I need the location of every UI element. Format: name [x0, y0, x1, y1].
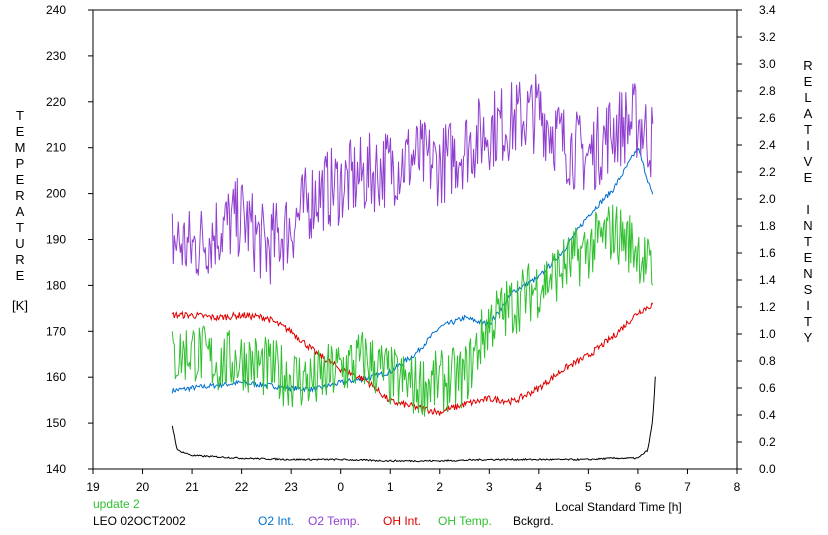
series-line-oh-int: [171, 302, 654, 416]
series-line-bckgrd: [171, 376, 656, 463]
y-right-label-letter: E: [804, 250, 813, 265]
x-tick-label: 5: [585, 480, 592, 494]
y-right-label-letter: E: [804, 170, 813, 185]
y-right-tick-label: 2.0: [759, 192, 776, 206]
y-left-label-letter: R: [15, 188, 24, 203]
y-right-label-letter: Y: [804, 330, 813, 345]
y-right-tick-label: 3.2: [759, 30, 776, 44]
y-left-label-letter: E: [16, 172, 25, 187]
y-left-tick-label: 150: [46, 416, 66, 430]
legend-entry: Bckgrd.: [513, 514, 554, 528]
y-left-tick-label: 210: [46, 141, 66, 155]
y-left-tick-label: 230: [46, 49, 66, 63]
series-lines: [171, 74, 656, 463]
y-left-tick-label: 240: [46, 3, 66, 17]
x-tick-label: 21: [185, 480, 199, 494]
y-right-tick-label: 2.8: [759, 84, 776, 98]
y-right-tick-label: 3.0: [759, 57, 776, 71]
y-right-label-letter: E: [804, 74, 813, 89]
x-tick-label: 8: [734, 480, 741, 494]
y-left-label-letter: E: [16, 268, 25, 283]
y-left-label-letter: A: [16, 204, 25, 219]
x-tick-label: 6: [635, 480, 642, 494]
station-note: LEO 02OCT2002: [93, 514, 186, 528]
y-right-tick-label: 2.6: [759, 111, 776, 125]
y-left-label-letter: T: [16, 220, 24, 235]
legend-entry: O2 Temp.: [308, 514, 360, 528]
y-right-tick-label: 1.0: [759, 327, 776, 341]
y-right-label-letter: I: [806, 298, 810, 313]
x-tick-label: 4: [536, 480, 543, 494]
y-right-label-letter: V: [804, 154, 813, 169]
y-right-label-letter: I: [806, 202, 810, 217]
plot-frame: [92, 9, 738, 470]
y-right-label-letter: R: [803, 58, 812, 73]
y-right-tick-label: 1.8: [759, 219, 776, 233]
y-right-label-letter: S: [804, 282, 813, 297]
y-right-tick-label: 1.2: [759, 300, 776, 314]
legend-entry: O2 Int.: [258, 514, 294, 528]
x-tick-label: 2: [436, 480, 443, 494]
y-right-tick-label: 3.4: [759, 3, 776, 17]
legend-entry: OH Int.: [383, 514, 421, 528]
x-tick-label: 7: [684, 480, 691, 494]
y-right-tick-label: 1.6: [759, 246, 776, 260]
y-left-label-letter: R: [15, 252, 24, 267]
y-right-tick-label: 0.4: [759, 408, 776, 422]
x-tick-label: 3: [486, 480, 493, 494]
y-left-tick-label: 190: [46, 233, 66, 247]
y-left-label-letter: M: [15, 140, 26, 155]
series-line-oh-temp: [171, 204, 654, 417]
y-left-tick-label: 180: [46, 278, 66, 292]
y-right-label-letter: T: [804, 314, 812, 329]
y-left-tick-label: 220: [46, 95, 66, 109]
series-line-o2-int: [171, 146, 654, 394]
y-right-tick-label: 0.0: [759, 462, 776, 476]
y-left-tick-label: 170: [46, 324, 66, 338]
x-tick-label: 23: [284, 480, 298, 494]
y-right-tick-label: 0.8: [759, 354, 776, 368]
y-right-label-letter: T: [804, 234, 812, 249]
y-left-label-letter: T: [16, 108, 24, 123]
y-right-label-letter: N: [803, 218, 812, 233]
update-note: update 2: [93, 497, 140, 511]
y-right-label-letter: L: [804, 90, 811, 105]
x-tick-label: 20: [136, 480, 150, 494]
x-tick-label: 19: [86, 480, 100, 494]
y-left-tick-label: 160: [46, 370, 66, 384]
y-left-tick-label: 140: [46, 462, 66, 476]
y-right-label-letter: N: [803, 266, 812, 281]
legend: O2 Int. O2 Temp. OH Int. OH Temp. Bckgrd.: [258, 514, 554, 528]
y-right-label-letter: A: [804, 106, 813, 121]
y-left-label-letter: P: [16, 156, 25, 171]
y-right-tick-label: 0.6: [759, 381, 776, 395]
series-line-o2-temp: [171, 74, 654, 285]
x-axis-label: Local Standard Time [h]: [555, 500, 682, 514]
y-left-label-letter: U: [15, 236, 24, 251]
y-right-tick-label: 1.4: [759, 273, 776, 287]
legend-entry: OH Temp.: [438, 514, 492, 528]
y-left-unit: [K]: [12, 298, 28, 313]
y-right-tick-label: 0.2: [759, 435, 776, 449]
y-right-tick-label: 2.2: [759, 165, 776, 179]
y-right-label-letter: T: [804, 122, 812, 137]
y-left-tick-label: 200: [46, 187, 66, 201]
x-tick-label: 0: [337, 480, 344, 494]
y-left-label-letter: E: [16, 124, 25, 139]
x-tick-label: 22: [235, 480, 249, 494]
y-right-label-letter: I: [806, 138, 810, 153]
y-right-tick-label: 2.4: [759, 138, 776, 152]
x-tick-label: 1: [387, 480, 394, 494]
axis-ticks: 19 20 21 22 23 0 1 2 3 4 5 6 7 8140150160170180190200…: [46, 3, 776, 494]
